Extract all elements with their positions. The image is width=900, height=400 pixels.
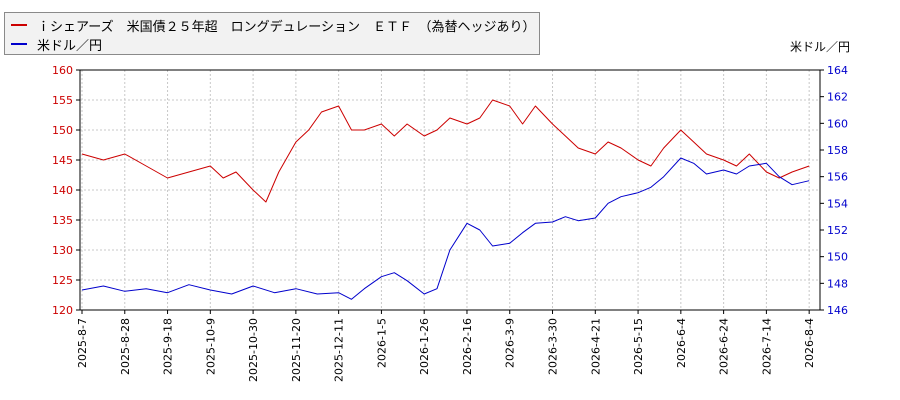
- series-line-usdjpy: [81, 157, 810, 300]
- x-tick-label: 2025-10-30: [247, 318, 260, 382]
- legend-item-etf: ｉシェアーズ 米国債２５年超 ロングデュレーション ＥＴＦ （為替ヘッジあり）: [11, 16, 536, 35]
- right-tick-label: 160: [827, 117, 848, 130]
- x-tick-label: 2026-2-16: [461, 318, 474, 375]
- x-tick-label: 2026-3-30: [547, 318, 560, 375]
- x-tick-label: 2025-10-9: [204, 318, 217, 375]
- left-tick-label: 120: [52, 304, 73, 317]
- series-lines: [81, 99, 810, 300]
- left-tick-label: 130: [52, 244, 73, 257]
- right-tick-label: 154: [827, 197, 848, 210]
- x-tick-label: 2025-11-20: [290, 318, 303, 382]
- left-tick-label: 155: [52, 94, 73, 107]
- legend-swatch-usdjpy: [11, 43, 27, 45]
- legend-swatch-etf: [11, 24, 27, 26]
- right-tick-label: 150: [827, 251, 848, 264]
- left-tick-label: 160: [52, 64, 73, 77]
- x-tick-label: 2025-8-28: [119, 318, 132, 375]
- x-tick-label: 2026-3-9: [504, 318, 517, 368]
- x-tick-label: 2026-1-5: [375, 318, 388, 368]
- x-tick-label: 2025-8-7: [76, 318, 89, 368]
- legend: ｉシェアーズ 米国債２５年超 ロングデュレーション ＥＴＦ （為替ヘッジあり） …: [4, 12, 540, 55]
- x-tick-label: 2026-4-21: [589, 318, 602, 375]
- right-tick-label: 156: [827, 171, 848, 184]
- right-tick-label: 164: [827, 64, 848, 77]
- x-tick-label: 2026-1-26: [418, 318, 431, 375]
- legend-label-usdjpy: 米ドル／円: [37, 38, 103, 54]
- left-tick-label: 140: [52, 184, 73, 197]
- x-axis-ticks: 2025-8-7 2025-8-28 2025-9-18 2025-10-9 2025-…: [76, 310, 816, 382]
- series-line-etf: [81, 99, 810, 203]
- left-tick-label: 125: [52, 274, 73, 287]
- grid: [80, 69, 820, 311]
- x-tick-label: 2025-12-11: [333, 318, 346, 382]
- x-tick-label: 2026-6-24: [718, 318, 731, 375]
- right-axis-ticks: 146 148 150 152 154 156 158 160 162 164: [820, 64, 848, 317]
- left-tick-label: 145: [52, 154, 73, 167]
- right-tick-label: 148: [827, 277, 848, 290]
- x-tick-label: 2026-6-4: [675, 318, 688, 368]
- legend-item-usdjpy: 米ドル／円: [11, 35, 103, 54]
- left-axis-ticks: 120 125 130 135 140 145 150 155 160: [52, 64, 80, 317]
- x-tick-label: 2026-7-14: [760, 318, 773, 375]
- right-tick-label: 146: [827, 304, 848, 317]
- x-tick-label: 2026-8-4: [803, 318, 816, 368]
- left-tick-label: 135: [52, 214, 73, 227]
- left-tick-label: 150: [52, 124, 73, 137]
- x-tick-label: 2026-5-15: [632, 318, 645, 375]
- right-tick-label: 158: [827, 144, 848, 157]
- right-tick-label: 152: [827, 224, 848, 237]
- x-tick-label: 2025-9-18: [162, 318, 175, 375]
- right-unit-label: 米ドル／円: [790, 40, 851, 54]
- legend-label-etf: ｉシェアーズ 米国債２５年超 ロングデュレーション ＥＴＦ （為替ヘッジあり）: [37, 19, 536, 35]
- right-tick-label: 162: [827, 91, 848, 104]
